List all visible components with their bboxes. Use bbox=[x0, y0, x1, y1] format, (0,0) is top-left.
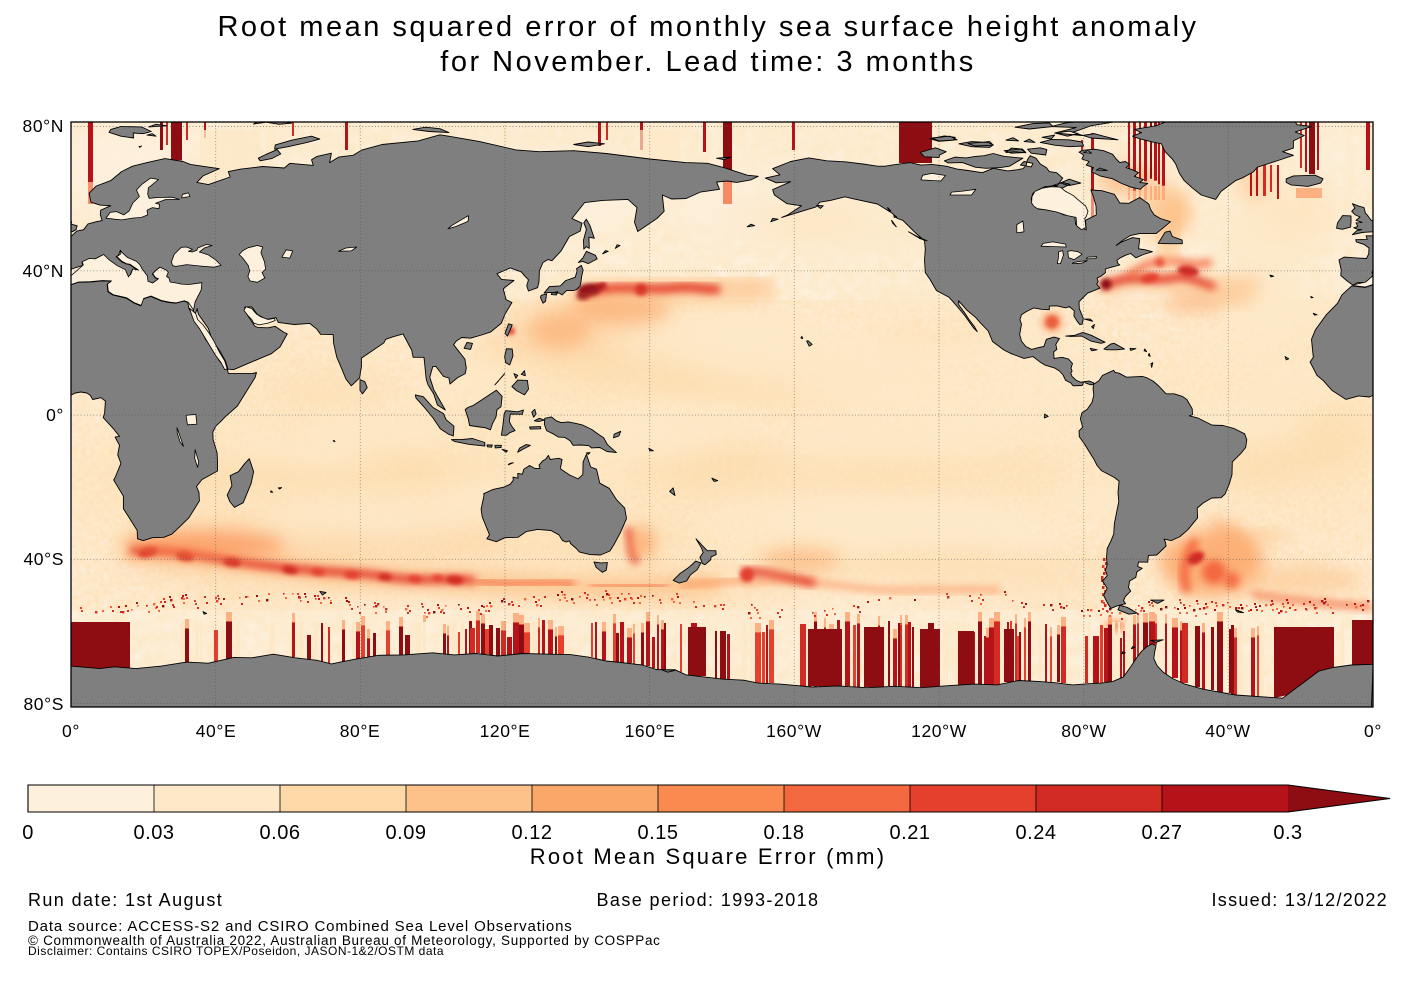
svg-text:Base period: 1993-2018: Base period: 1993-2018 bbox=[597, 890, 820, 910]
svg-text:80°E: 80°E bbox=[340, 721, 381, 741]
svg-text:0.03: 0.03 bbox=[134, 822, 175, 844]
svg-text:40°W: 40°W bbox=[1205, 721, 1250, 741]
svg-text:Root mean squared error of mon: Root mean squared error of monthly sea s… bbox=[217, 11, 1198, 43]
svg-text:Root Mean Square Error (mm): Root Mean Square Error (mm) bbox=[530, 844, 887, 869]
svg-text:120°W: 120°W bbox=[911, 721, 967, 741]
svg-text:0: 0 bbox=[22, 822, 34, 844]
svg-text:Issued: 13/12/2022: Issued: 13/12/2022 bbox=[1211, 890, 1388, 910]
svg-text:40°S: 40°S bbox=[23, 549, 64, 569]
svg-text:160°E: 160°E bbox=[625, 721, 676, 741]
svg-text:0°: 0° bbox=[1364, 721, 1382, 741]
svg-text:Disclaimer: Contains CSIRO TOP: Disclaimer: Contains CSIRO TOPEX/Poseido… bbox=[28, 944, 444, 958]
svg-text:80°N: 80°N bbox=[22, 116, 64, 136]
svg-text:0.18: 0.18 bbox=[764, 822, 805, 844]
svg-text:0°: 0° bbox=[46, 405, 64, 425]
svg-text:160°W: 160°W bbox=[766, 721, 822, 741]
svg-text:for November. Lead time: 3 mon: for November. Lead time: 3 months bbox=[440, 46, 975, 78]
svg-text:120°E: 120°E bbox=[480, 721, 531, 741]
svg-text:0.15: 0.15 bbox=[638, 822, 679, 844]
svg-text:0.09: 0.09 bbox=[386, 822, 427, 844]
svg-text:0.12: 0.12 bbox=[512, 822, 553, 844]
svg-text:0.21: 0.21 bbox=[890, 822, 931, 844]
svg-text:80°W: 80°W bbox=[1061, 721, 1106, 741]
svg-text:0.3: 0.3 bbox=[1273, 822, 1302, 844]
svg-text:40°E: 40°E bbox=[196, 721, 237, 741]
svg-text:© Commonwealth of Australia 20: © Commonwealth of Australia 2022, Austra… bbox=[28, 933, 661, 948]
svg-text:Data source: ACCESS-S2 and CSI: Data source: ACCESS-S2 and CSIRO Combine… bbox=[28, 918, 573, 935]
svg-text:0°: 0° bbox=[62, 721, 80, 741]
svg-text:0.27: 0.27 bbox=[1142, 822, 1183, 844]
svg-text:0.06: 0.06 bbox=[260, 822, 301, 844]
svg-text:40°N: 40°N bbox=[22, 261, 64, 281]
svg-text:Run date: 1st August: Run date: 1st August bbox=[28, 890, 223, 910]
svg-text:80°S: 80°S bbox=[23, 694, 64, 714]
svg-text:0.24: 0.24 bbox=[1016, 822, 1057, 844]
